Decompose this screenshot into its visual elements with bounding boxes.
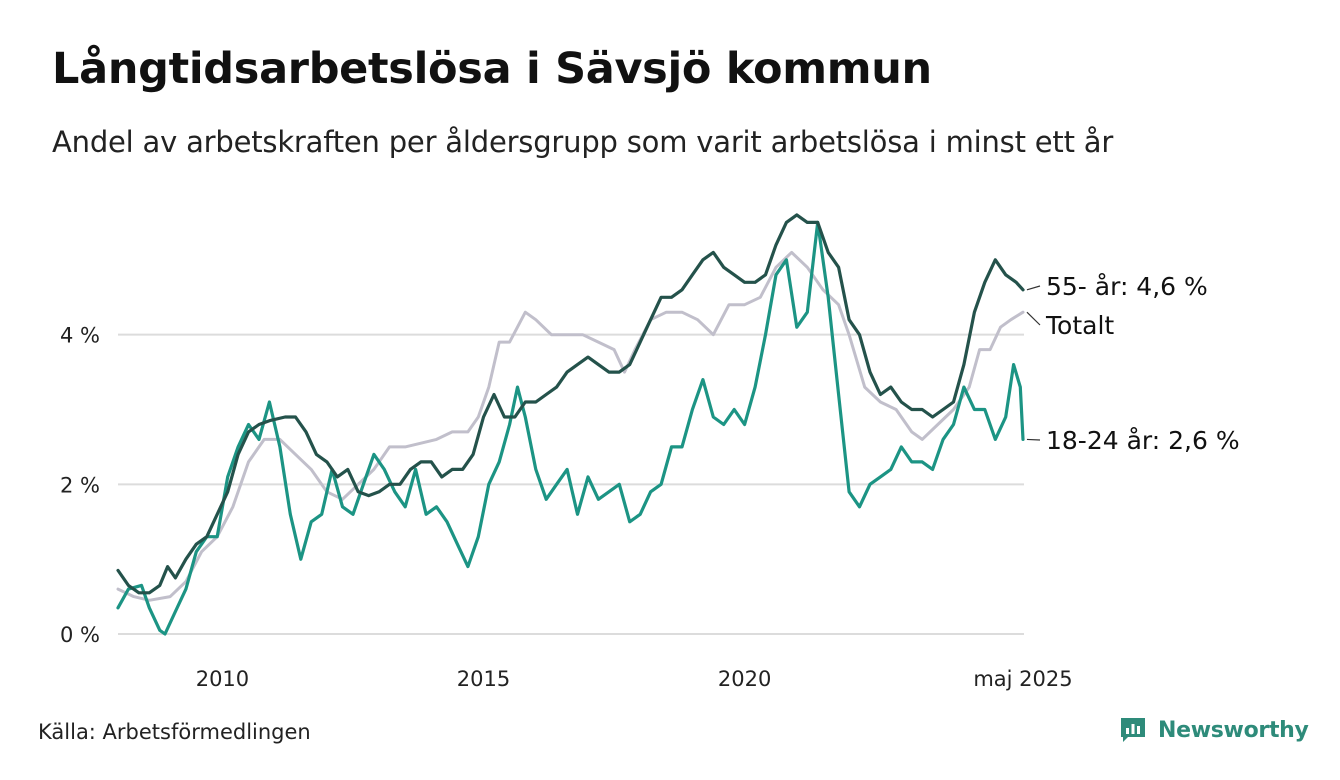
series-line-age55: [116, 213, 1025, 595]
label-leader-line: [1026, 285, 1041, 291]
source-note: Källa: Arbetsförmedlingen: [38, 720, 311, 744]
chart-subtitle: Andel av arbetskraften per åldersgrupp s…: [52, 125, 1114, 159]
bar-chart-icon: [1121, 718, 1145, 742]
label-leader-line: [1026, 438, 1041, 441]
y-axis: 0 % 2 % 4 %: [60, 324, 100, 647]
y-tick-label: 4 %: [60, 324, 100, 348]
series-label-age18_24: 18-24 år: 2,6 %: [1046, 426, 1240, 455]
x-axis: 2010 2015 2020 maj 2025: [196, 667, 1073, 691]
x-tick-label: 2010: [196, 667, 249, 691]
x-tick-label: maj 2025: [973, 667, 1072, 691]
brand-name: Newsworthy: [1158, 717, 1309, 743]
chart-title: Långtidsarbetslösa i Sävsjö kommun: [52, 44, 932, 94]
series-line-total: [116, 250, 1025, 602]
brand-logo: Newsworthy: [1118, 714, 1309, 746]
series-line-age18_24: [116, 220, 1025, 636]
x-tick-label: 2020: [718, 667, 771, 691]
label-leader-line: [1026, 311, 1041, 326]
y-tick-label: 2 %: [60, 473, 100, 497]
series-labels: Totalt 18-24 år: 2,6 % 55- år: 4,6 %: [1026, 272, 1240, 455]
y-tick-label: 0 %: [60, 623, 100, 647]
series-label-age55: 55- år: 4,6 %: [1046, 272, 1208, 301]
series-lines: [116, 213, 1025, 636]
series-label-total: Totalt: [1045, 311, 1114, 340]
x-tick-label: 2015: [457, 667, 510, 691]
